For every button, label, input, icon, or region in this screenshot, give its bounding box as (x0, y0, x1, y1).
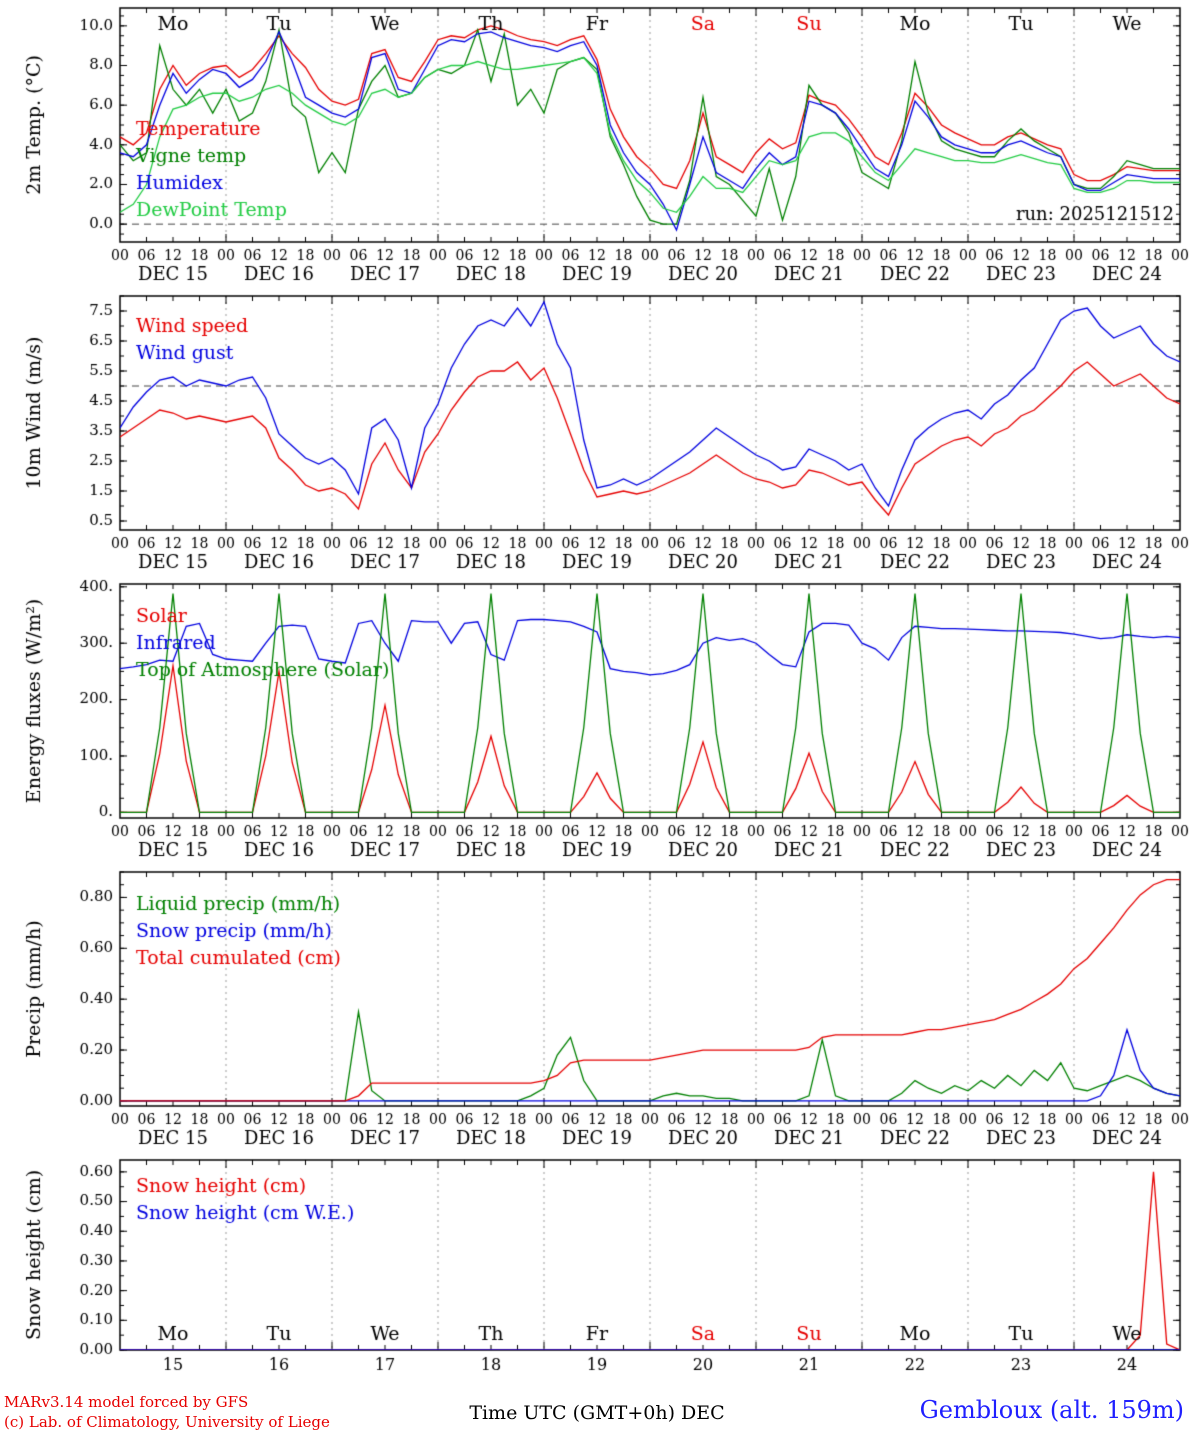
credits: MARv3.14 model forced by GFS (c) Lab. of… (4, 1392, 330, 1432)
snow-height-panel-chart (0, 1152, 1194, 1390)
station-label: Gembloux (alt. 159m) (919, 1396, 1184, 1424)
precip-panel-chart (0, 864, 1194, 1152)
wind-panel-chart (0, 288, 1194, 576)
footer: MARv3.14 model forced by GFS (c) Lab. of… (0, 1390, 1194, 1440)
temperature-panel-chart (0, 0, 1194, 288)
energy-flux-panel-chart (0, 576, 1194, 864)
lab-credit: (c) Lab. of Climatology, University of L… (4, 1413, 330, 1431)
x-axis-title: Time UTC (GMT+0h) DEC (469, 1402, 725, 1424)
model-credit: MARv3.14 model forced by GFS (4, 1393, 249, 1411)
